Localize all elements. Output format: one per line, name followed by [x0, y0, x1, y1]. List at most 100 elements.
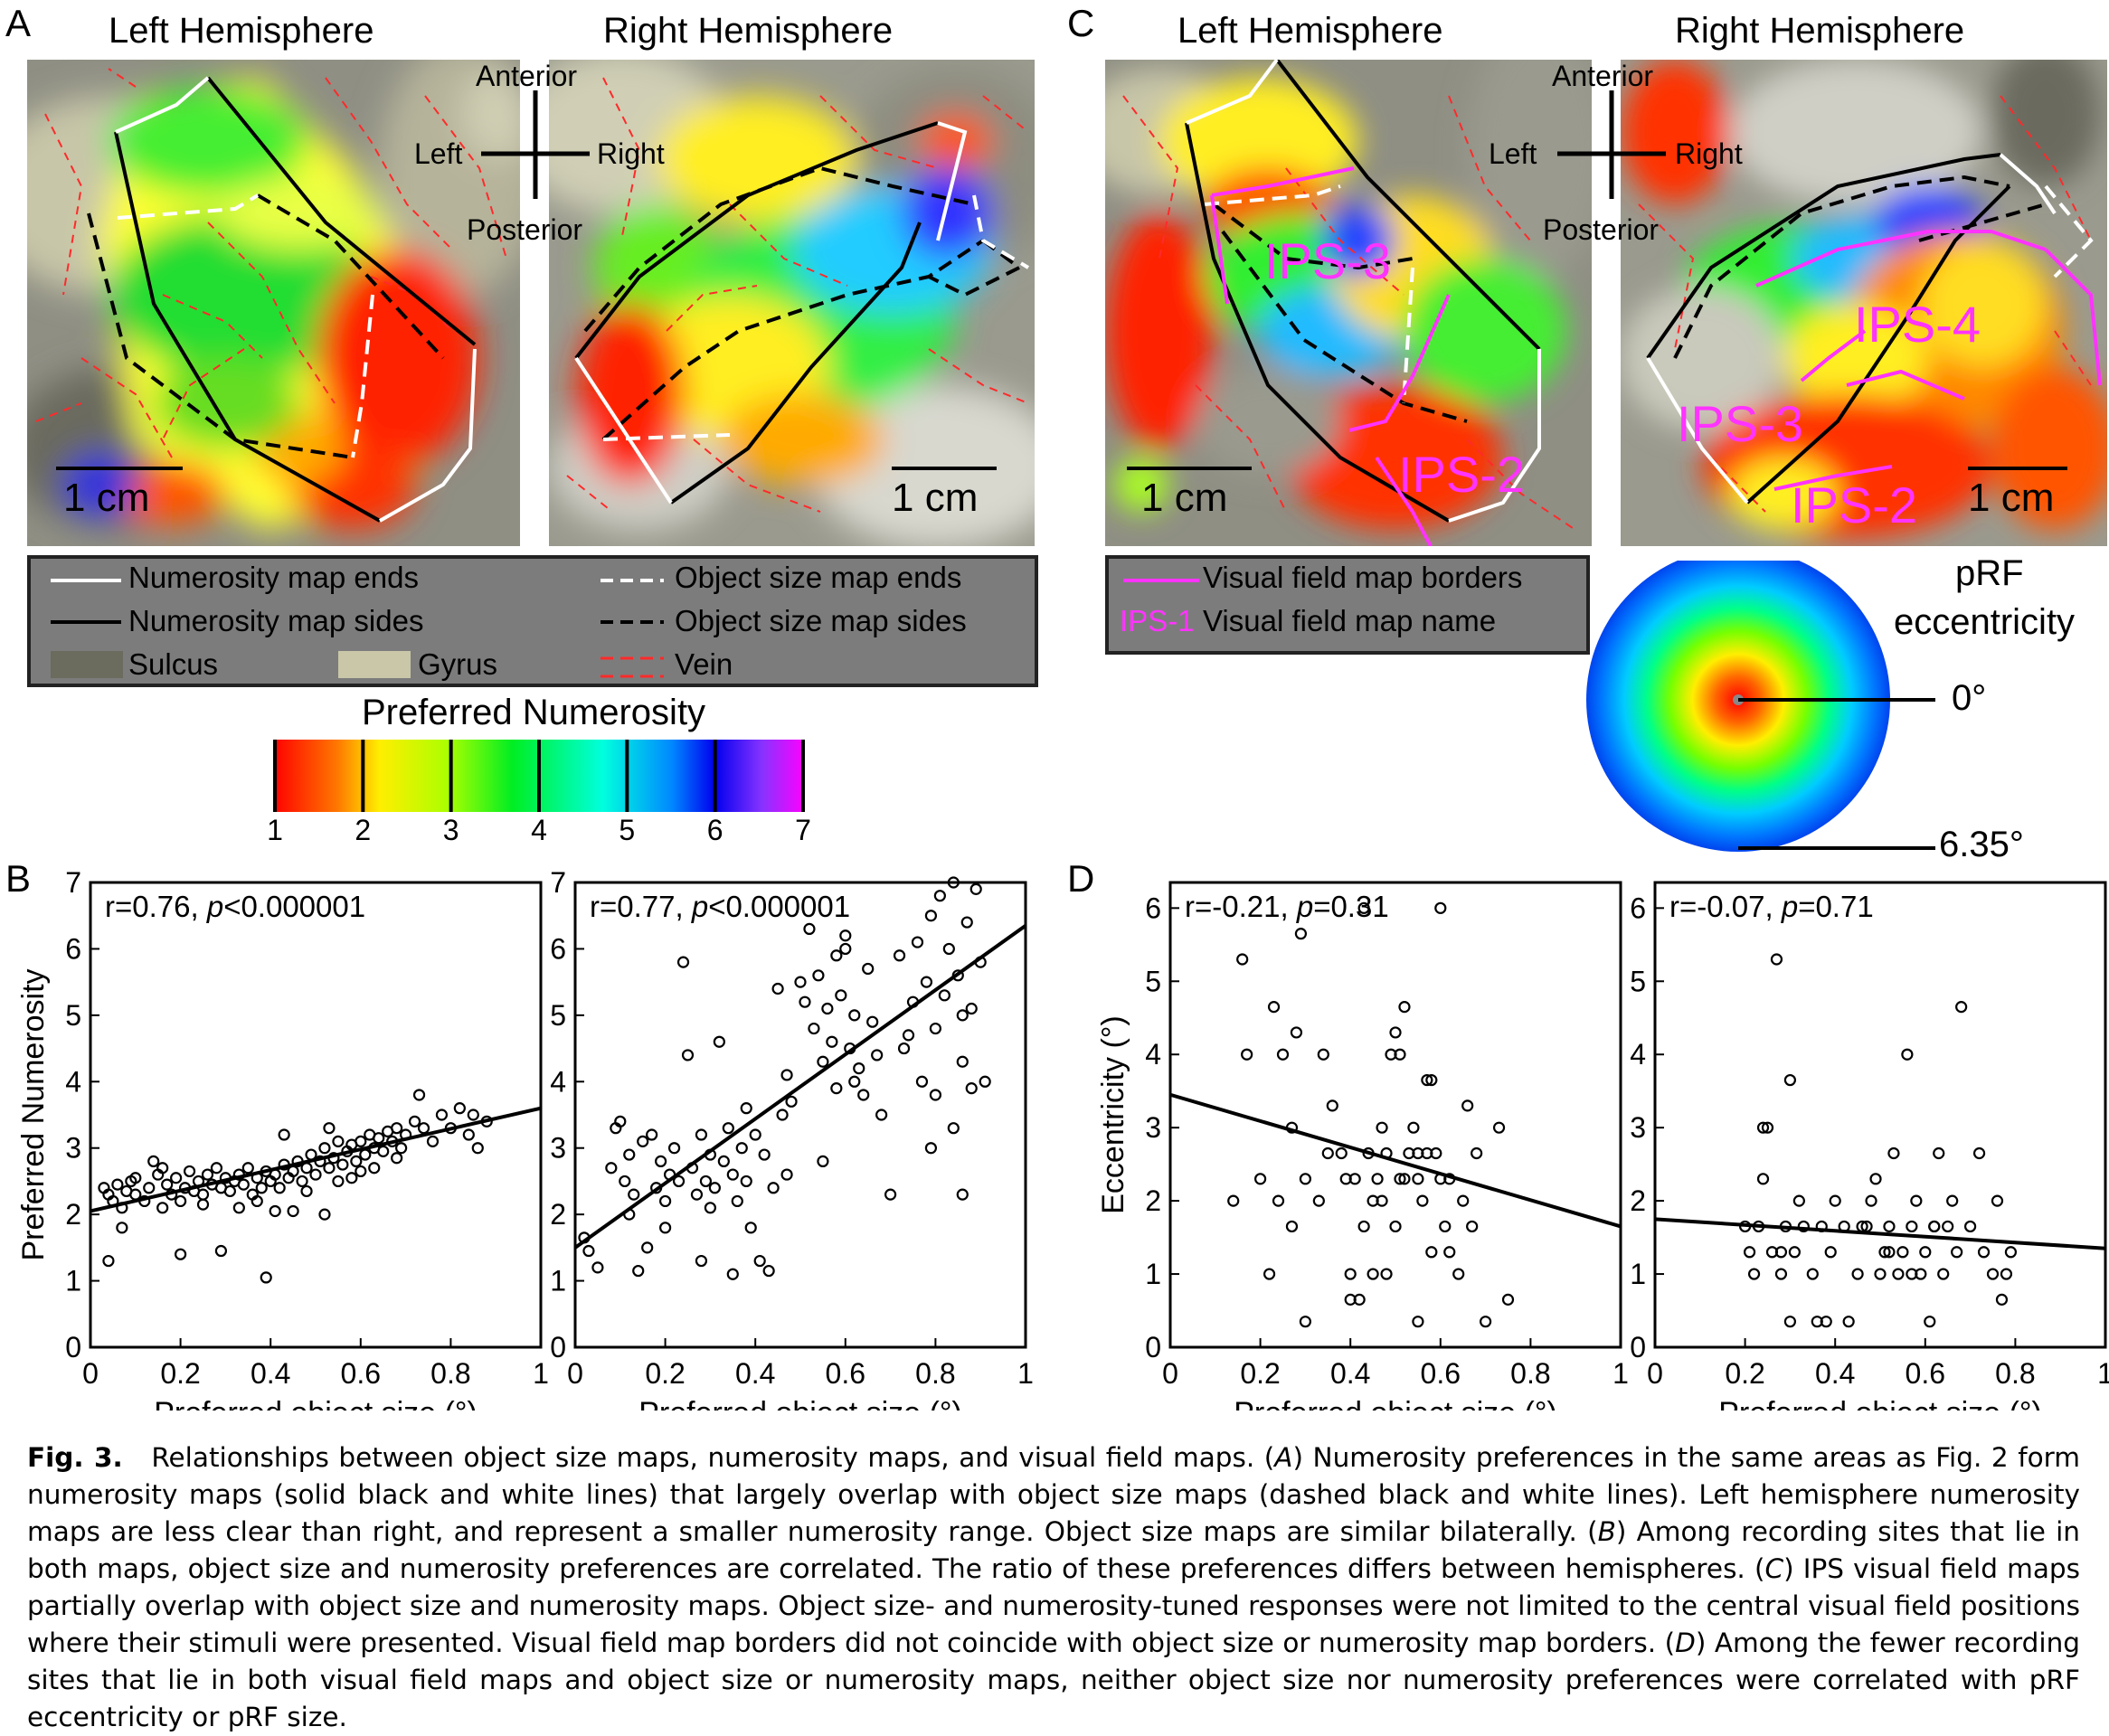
scatter-point	[808, 1022, 820, 1035]
prf-title-line2: eccentricity	[1894, 602, 2076, 642]
scatter-point	[332, 1175, 345, 1188]
scatter-point	[1806, 1268, 1819, 1280]
scatter-point	[1312, 1194, 1325, 1207]
x-tick-label: 0.6	[826, 1357, 865, 1390]
x-tick-label: 0.4	[1330, 1357, 1370, 1390]
scatter-point	[956, 1009, 969, 1022]
scatter-point	[1421, 1146, 1433, 1160]
scatter-point	[1874, 1268, 1887, 1280]
regression-line	[573, 924, 1027, 1250]
scatter-point	[1792, 1194, 1805, 1207]
x-tick-label: 0.4	[735, 1357, 775, 1390]
scatter-point	[251, 1194, 263, 1208]
scatter-point	[1946, 1194, 1959, 1207]
x-tick-label: 0.2	[1725, 1357, 1764, 1390]
scatter-point	[591, 1261, 604, 1274]
x-tick-label: 0.4	[1815, 1357, 1855, 1390]
legend-sulcus: Sulcus	[128, 647, 219, 681]
caption-b: B	[1597, 1516, 1616, 1547]
scatter-point	[1924, 1316, 1936, 1328]
scatter-point	[965, 1002, 978, 1015]
scatter-point	[947, 1122, 960, 1135]
scatter-point	[1995, 1293, 2009, 1306]
scatter-point	[771, 982, 784, 995]
panel-c-right-brain-svg	[1621, 60, 2107, 546]
scatter-point	[323, 1122, 336, 1135]
scatter-point	[762, 1264, 775, 1278]
scatter-point	[1389, 1220, 1402, 1233]
y-tick-label: 4	[65, 1065, 81, 1098]
scatter-point	[830, 949, 843, 962]
panel-a-legend: Numerosity map ends Numerosity map sides…	[27, 555, 1038, 687]
x-axis-label: Preferred object size (°)	[1718, 1396, 2042, 1410]
scatter-point	[345, 1172, 358, 1184]
scatter-point	[799, 995, 811, 1008]
x-tick-label: 0.2	[645, 1357, 685, 1390]
prf-title-line1: pRF	[1955, 553, 2024, 593]
scatter-point	[156, 1162, 169, 1175]
scatter-point	[1457, 1194, 1470, 1207]
scatter-point	[740, 1175, 752, 1188]
x-tick-label: 0.2	[1240, 1357, 1280, 1390]
scatter-point	[1883, 1220, 1896, 1233]
y-tick-label: 0	[1145, 1331, 1161, 1363]
panel-c-left-scale-bar	[1127, 467, 1252, 470]
scatter-point	[1824, 1246, 1837, 1259]
colorbar-tick-label: 3	[442, 814, 459, 846]
scatter-point	[857, 1089, 870, 1101]
scatter-point	[1896, 1246, 1909, 1259]
scatter-point	[1425, 1073, 1438, 1087]
caption-text-4: ) IPS visual field maps partially overla…	[27, 1553, 2080, 1658]
scatter-point	[1991, 1194, 2004, 1207]
scatter-point	[1829, 1194, 1841, 1207]
y-tick-label: 2	[1630, 1184, 1646, 1217]
scatter-point	[1412, 1173, 1424, 1185]
caption-text-1: Relationships between object size maps, …	[151, 1442, 1275, 1473]
scatter-point	[969, 882, 982, 895]
scatter-point	[1887, 1146, 1900, 1160]
panel-c-compass-left: Left	[1489, 137, 1537, 170]
legend-object-size-sides: Object size map sides	[675, 604, 967, 637]
x-tick-label: 1	[1612, 1357, 1629, 1390]
y-tick-label: 2	[550, 1198, 566, 1231]
scatter-point	[1285, 1220, 1299, 1233]
scatter-point	[780, 1069, 793, 1081]
scatter-point	[929, 1022, 942, 1035]
scatter-point	[817, 1155, 829, 1167]
scatter-point	[1869, 1173, 1882, 1185]
scatter-point	[704, 1202, 717, 1214]
scatter-point	[835, 989, 847, 1002]
scatter-point	[435, 1109, 449, 1121]
scatter-point	[1236, 953, 1249, 966]
scatter-point	[1321, 1146, 1334, 1160]
y-tick-label: 4	[550, 1065, 566, 1098]
scatter-point	[1299, 1316, 1312, 1328]
prf-edge-label: 6.35°	[1939, 825, 2024, 864]
scatter-point	[839, 942, 852, 956]
scatter-point	[924, 1142, 938, 1155]
caption-fig-number: Fig. 3.	[27, 1442, 123, 1473]
y-axis-label: Eccentricity (°)	[1096, 1015, 1130, 1214]
scatter-point	[1910, 1194, 1923, 1207]
scatter-point	[269, 1204, 281, 1218]
y-tick-label: 1	[65, 1265, 81, 1297]
scatter-point	[1756, 1173, 1770, 1185]
scatter-point	[1416, 1194, 1429, 1207]
panel-a-compass-anterior: Anterior	[476, 60, 578, 92]
scatter-point	[726, 1268, 739, 1280]
panel-a-right-hemisphere-title: Right Hemisphere	[603, 11, 894, 51]
numerosity-colorbar	[273, 740, 805, 812]
scatter-point	[605, 1162, 618, 1175]
scatter-point	[1407, 1121, 1420, 1134]
panel-c-left-brain-map	[1105, 60, 1592, 546]
panel-c-left-brain-svg	[1105, 60, 1592, 546]
scatter-point	[1972, 1146, 1986, 1160]
panel-c-legend-swatches	[1123, 579, 1199, 582]
scatter-point	[241, 1162, 254, 1175]
legend-vein: Vein	[675, 647, 733, 681]
y-tick-label: 6	[1145, 892, 1161, 924]
scatter-point	[255, 1182, 268, 1194]
scatter-point	[924, 910, 938, 922]
scatter-point	[1937, 1268, 1950, 1280]
scatter-point	[300, 1184, 313, 1198]
